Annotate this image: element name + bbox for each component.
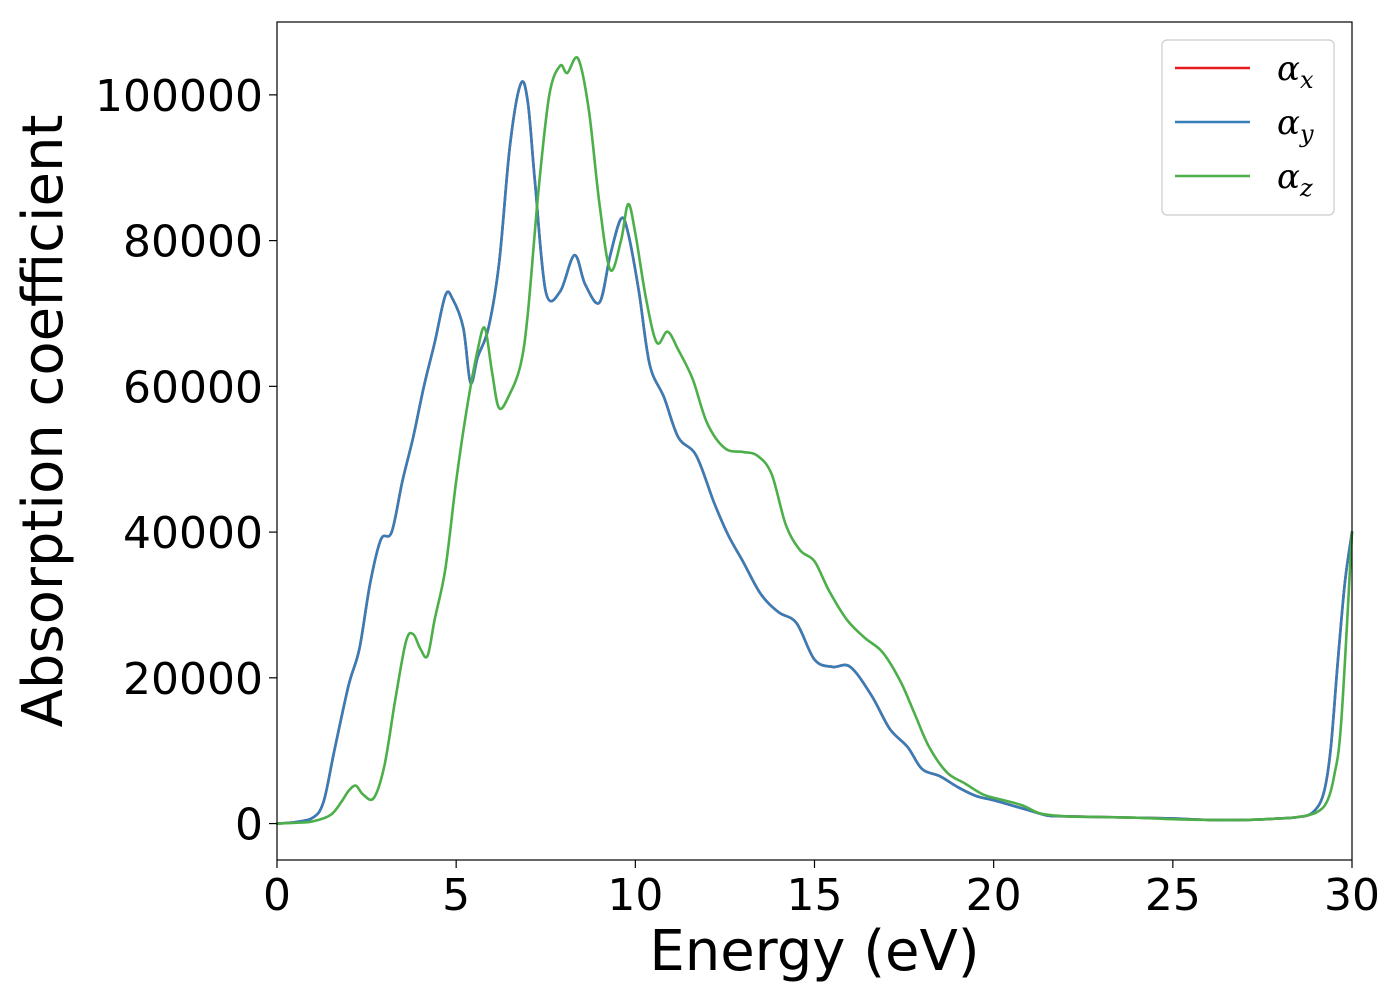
y-tick-label: 60000 xyxy=(123,362,263,413)
y-tick-label: 40000 xyxy=(123,508,263,559)
y-axis-title: Absorption coefficient xyxy=(11,115,76,728)
legend-subscript-z: z xyxy=(1299,174,1313,202)
x-tick-label: 15 xyxy=(787,870,843,921)
series-layer xyxy=(275,55,1354,825)
y-tick-label: 80000 xyxy=(123,217,263,268)
y-tick-label: 0 xyxy=(235,800,263,851)
legend-box xyxy=(1161,39,1335,216)
series-line-z xyxy=(275,55,1354,825)
y-tick-label: 100000 xyxy=(95,71,263,122)
y-tick-label: 20000 xyxy=(123,654,263,705)
legend-subscript-x: x xyxy=(1300,66,1314,94)
x-axis-ticks: 0 5 10 15 20 25 30 xyxy=(263,860,1380,921)
x-tick-label: 30 xyxy=(1324,870,1380,921)
x-tick-label: 10 xyxy=(607,870,663,921)
x-tick-label: 25 xyxy=(1145,870,1201,921)
x-tick-label: 20 xyxy=(966,870,1022,921)
x-tick-label: 0 xyxy=(263,870,291,921)
x-tick-label: 5 xyxy=(442,870,470,921)
y-axis-ticks: 0 20000 40000 60000 80000 100000 xyxy=(95,71,277,851)
x-axis-title: Energy (eV) xyxy=(649,919,979,984)
legend-subscript-y: y xyxy=(1299,120,1314,148)
